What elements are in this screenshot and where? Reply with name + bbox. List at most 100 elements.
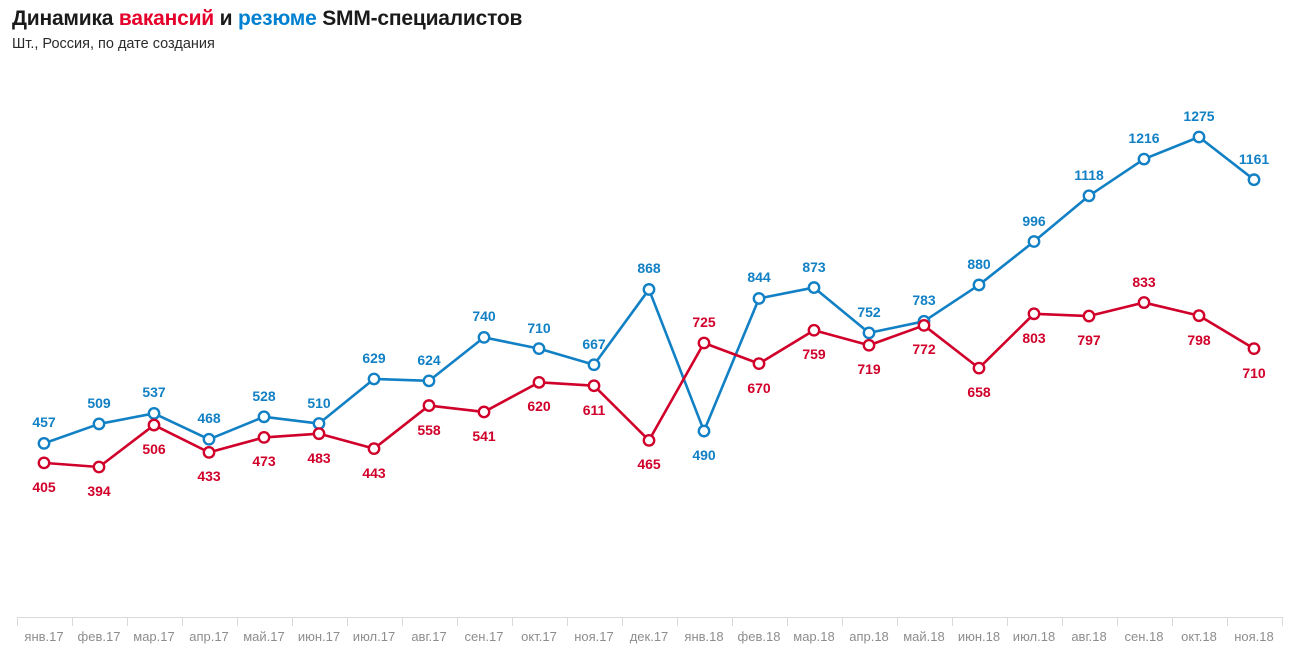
chart-header: Динамика вакансий и резюме SMM-специалис… [12,6,1302,54]
data-point-label: 1161 [1238,150,1270,167]
data-point-marker [422,399,436,412]
data-point-marker [1082,309,1096,323]
title-segment-1: вакансий [118,7,214,30]
data-point-marker [532,375,546,389]
data-point-marker [642,283,656,296]
data-point-marker [1192,309,1206,323]
data-point-label: 506 [142,441,166,458]
data-point-marker [972,278,986,292]
x-tick-label-1: фев.17 [77,629,121,644]
data-point-marker [807,323,821,337]
data-point-label: 783 [912,292,936,309]
title-segment-2: и [214,7,238,30]
data-point-label: 798 [1187,331,1211,348]
data-point-label: 1118 [1074,166,1104,183]
data-point-label: 541 [472,427,496,444]
data-point-label: 465 [637,456,661,473]
data-point-marker [1247,173,1261,187]
data-point-label: 1216 [1128,130,1160,147]
data-point-label: 833 [1132,273,1156,290]
data-point-marker [147,407,161,420]
data-point-marker [752,292,766,305]
data-point-label: 710 [527,319,551,336]
data-point-label: 868 [637,260,661,277]
data-point-marker [1137,152,1151,166]
data-point-label: 394 [87,483,111,499]
data-point-label: 468 [197,410,221,427]
data-point-label: 510 [307,394,331,411]
data-point-marker [1192,130,1206,144]
x-tick-label-8: сен.17 [464,629,504,644]
x-tick-label-19: авг.18 [1071,629,1107,644]
x-tick-label-7: авг.17 [411,629,447,644]
data-point-label: 558 [417,421,441,438]
x-tick-label-21: окт.18 [1181,629,1217,644]
data-point-marker [1027,235,1041,248]
x-tick-label-20: сен.18 [1124,629,1164,644]
series-lines [37,130,1261,474]
series-resumes [37,130,1261,450]
data-point-marker [972,361,986,375]
x-tick-label-17: июн.18 [957,629,1001,644]
data-point-label: 759 [802,346,826,363]
data-point-label: 490 [692,447,716,464]
x-tick-label-5: июн.17 [297,629,341,644]
data-point-marker [1247,342,1261,356]
x-tick-label-22: ноя.18 [1234,629,1274,644]
data-point-marker [532,342,546,356]
series-vacancies [37,296,1261,474]
data-point-marker [257,431,271,444]
x-tick-label-3: апр.17 [189,629,229,644]
data-point-marker [862,338,876,352]
data-point-label: 797 [1077,332,1101,349]
data-point-marker [37,456,51,470]
data-point-label: 670 [747,379,771,396]
data-point-label: 1275 [1183,108,1215,124]
x-tick-label-0: янв.17 [24,629,64,644]
page-title: Динамика вакансий и резюме SMM-специалис… [12,6,1302,32]
data-point-label: 752 [857,303,881,320]
data-point-label: 624 [417,351,441,368]
x-tick-label-13: фев.18 [737,629,781,644]
data-point-marker [587,379,601,393]
data-point-marker [1137,296,1151,309]
data-point-label: 880 [967,255,991,272]
data-point-label: 740 [472,308,496,325]
data-point-label: 996 [1022,212,1046,229]
data-point-label: 483 [307,449,331,466]
data-point-marker [587,358,601,372]
data-point-label: 658 [967,384,991,401]
data-point-label: 537 [142,384,166,401]
data-point-label: 710 [1242,364,1266,381]
title-segment-4: SMM-специалистов [316,7,523,30]
data-point-marker [257,410,271,424]
data-point-marker [477,405,491,419]
x-tick-label-12: янв.18 [684,629,724,644]
data-point-label: 528 [252,387,276,404]
x-tick-label-16: май.18 [903,629,945,644]
data-point-marker [1027,307,1041,321]
title-segment-3: резюме [237,7,317,30]
x-axis [17,617,1283,626]
data-point-label: 873 [802,258,826,275]
data-point-marker [367,442,381,456]
data-point-marker [312,427,326,441]
x-tick-label-2: мар.17 [133,629,175,644]
data-point-marker [202,445,216,459]
x-tick-label-10: ноя.17 [574,629,614,644]
data-point-marker [862,326,876,340]
x-tick-label-9: окт.17 [521,629,557,644]
data-point-marker [642,434,656,447]
x-tick-label-4: май.17 [243,629,285,644]
data-point-label: 629 [362,349,386,366]
data-point-marker [422,374,436,388]
data-point-label: 844 [747,269,771,286]
data-point-marker [202,432,216,446]
data-point-marker [92,417,106,431]
x-tick-label-6: июл.17 [352,629,396,644]
data-point-label: 405 [32,478,56,495]
